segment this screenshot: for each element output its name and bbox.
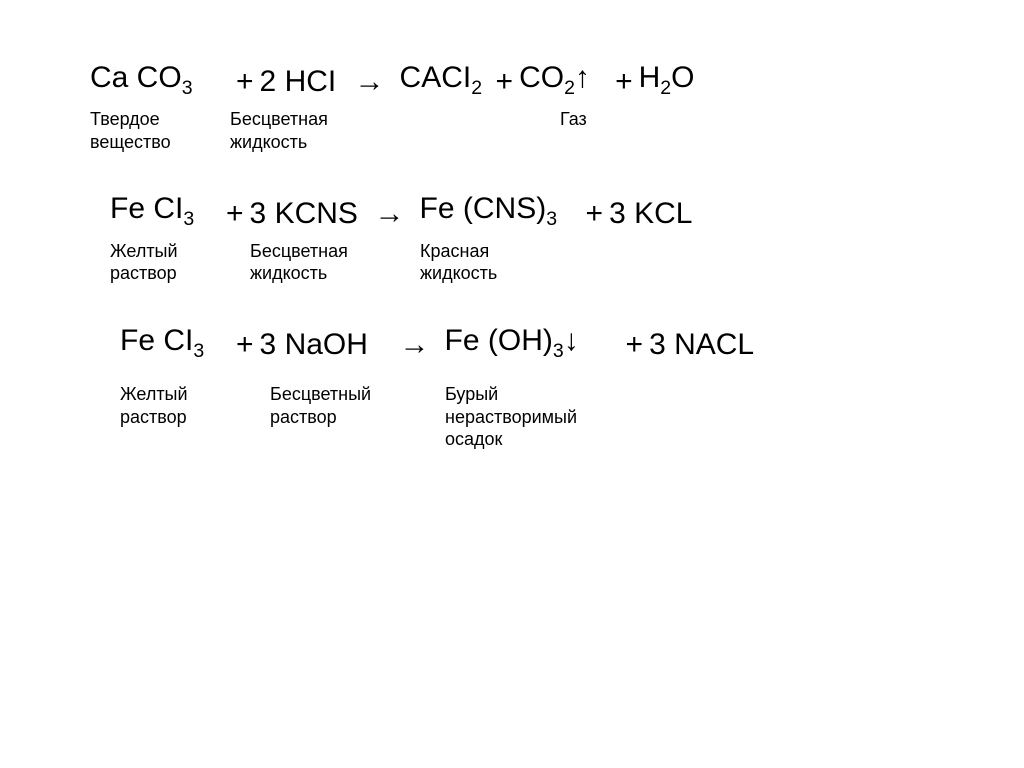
plus-sign: + [490, 64, 520, 100]
term: CACI2 [400, 60, 490, 100]
formula: H2O [639, 61, 695, 94]
plus-sign: + [580, 196, 610, 232]
page: Ca CO3+2 HCI→CACI2+CO2↑+H2OТвердоевещест… [0, 0, 1024, 451]
formula: HCI [285, 65, 337, 98]
term-label: Бесцветнаяжидкость [250, 240, 400, 285]
term-label: Бесцветнаяжидкость [230, 108, 420, 153]
term: 3 NaOH [260, 327, 385, 363]
formula: Ca CO3 [90, 61, 193, 94]
label-gap [420, 108, 560, 153]
term: Ca CO3 [90, 60, 230, 100]
plus-sign: + [609, 64, 639, 100]
term-label: Газ [560, 108, 660, 153]
formula: Fe (CNS)3 [420, 192, 558, 225]
label-gap [400, 240, 420, 285]
plus-sign: + [230, 327, 260, 363]
label-gap [435, 383, 445, 451]
formula: KCL [634, 197, 692, 230]
term: Fe CI3 [110, 191, 220, 231]
formula: KCNS [275, 197, 358, 230]
equation-row: Fe CI3 +3 KCNS→Fe (CNS)3 +3 KCL [90, 191, 964, 231]
labels-row: ТвердоевеществоБесцветнаяжидкость Газ [90, 108, 964, 153]
plus-sign: + [230, 64, 260, 100]
term: 3 KCNS [250, 196, 360, 232]
labels-row: ЖелтыйрастворБесцветныйрастворБурыйнерас… [90, 383, 964, 451]
arrow-icon: → [360, 196, 420, 232]
term-label: Твердоевещество [90, 108, 230, 153]
formula: NaOH [285, 328, 368, 361]
term: Fe CI3 [120, 323, 230, 363]
coefficient: 2 [260, 65, 285, 98]
formula: CO2↑ [519, 61, 590, 94]
term: 2 HCI [260, 64, 340, 100]
term-label: Желтыйраствор [120, 383, 270, 451]
plus-sign: + [220, 196, 250, 232]
term: CO2↑ [519, 60, 609, 100]
term: 3 KCL [609, 196, 692, 232]
term-label: Бесцветныйраствор [270, 383, 435, 451]
arrow-icon: → [340, 64, 400, 100]
equation-block: Fe CI3+3 NaOH→Fe (OH)3↓+3 NACLЖелтыйраст… [90, 323, 964, 451]
coefficient: 3 [649, 328, 674, 361]
equation-row: Fe CI3+3 NaOH→Fe (OH)3↓+3 NACL [90, 323, 964, 363]
equation-row: Ca CO3+2 HCI→CACI2+CO2↑+H2O [90, 60, 964, 100]
formula: Fe (OH)3↓ [445, 324, 579, 357]
labels-row: ЖелтыйрастворБесцветнаяжидкость Краснаяжи… [90, 240, 964, 285]
term-label: Краснаяжидкость [420, 240, 570, 285]
formula: CACI2 [400, 61, 483, 94]
formula: Fe CI3 [110, 192, 194, 225]
plus-sign: + [620, 327, 650, 363]
term: Fe (OH)3↓ [445, 323, 620, 363]
coefficient: 3 [609, 197, 634, 230]
term: 3 NACL [649, 327, 754, 363]
arrow-icon: → [385, 327, 445, 363]
coefficient: 3 [260, 328, 285, 361]
term: H2O [639, 60, 699, 100]
coefficient: 3 [250, 197, 275, 230]
equation-block: Fe CI3 +3 KCNS→Fe (CNS)3 +3 KCL Желтыйраств… [90, 191, 964, 284]
formula: NACL [674, 328, 754, 361]
term: Fe (CNS)3 [420, 191, 580, 231]
term-label: Желтыйраствор [110, 240, 250, 285]
formula: Fe CI3 [120, 324, 204, 357]
equation-block: Ca CO3+2 HCI→CACI2+CO2↑+H2OТвердоевещест… [90, 60, 964, 153]
term-label: Бурыйнерастворимыйосадок [445, 383, 645, 451]
